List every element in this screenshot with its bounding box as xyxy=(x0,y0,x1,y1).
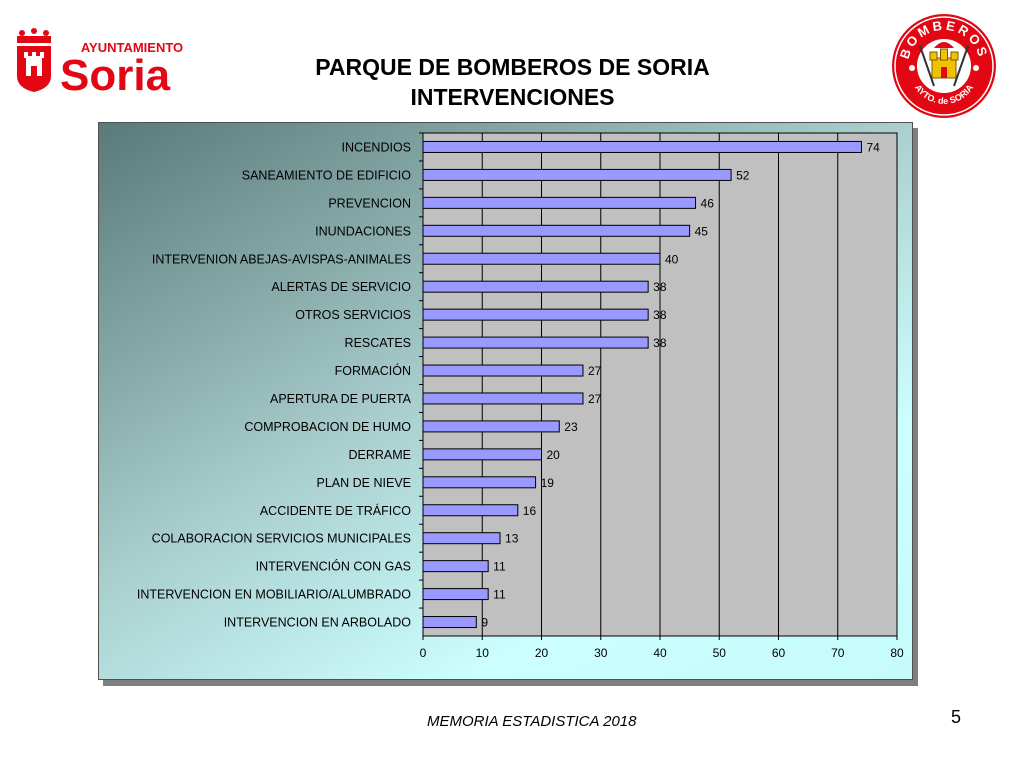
bar xyxy=(422,588,489,601)
title-line-1: PARQUE DE BOMBEROS DE SORIA xyxy=(315,54,710,80)
category-label: ALERTAS DE SERVICIO xyxy=(271,280,411,294)
data-label: 40 xyxy=(665,252,679,266)
data-label: 19 xyxy=(541,476,555,490)
data-label: 27 xyxy=(588,364,602,378)
data-label: 11 xyxy=(493,560,506,574)
category-label: INTERVENCION EN MOBILIARIO/ALUMBRADO xyxy=(137,588,411,602)
category-label: FORMACIÓN xyxy=(335,363,411,378)
crossed-axes-icon xyxy=(919,45,969,87)
title-line-2: INTERVENCIONES xyxy=(410,84,615,110)
data-label: 27 xyxy=(588,392,602,406)
castle-icon xyxy=(929,48,959,79)
category-label: OTROS SERVICIOS xyxy=(295,308,411,322)
category-label: APERTURA DE PUERTA xyxy=(270,392,412,406)
star-icon xyxy=(909,65,915,71)
category-label: DERRAME xyxy=(348,448,411,462)
data-label: 11 xyxy=(493,588,506,602)
helmet-icon xyxy=(934,42,954,48)
bar xyxy=(422,504,519,517)
logo-small-text: AYUNTAMIENTO xyxy=(81,40,183,55)
data-label: 38 xyxy=(653,308,667,322)
footer-text: MEMORIA ESTADISTICA 2018 xyxy=(427,713,637,730)
bar xyxy=(422,532,501,545)
category-label: INTERVENCIÓN CON GAS xyxy=(256,559,411,574)
x-tick-label: 60 xyxy=(772,646,786,660)
data-label: 9 xyxy=(481,616,488,630)
bar xyxy=(422,336,649,349)
category-label: ACCIDENTE DE TRÁFICO xyxy=(260,503,411,518)
category-label: RESCATES xyxy=(345,336,411,350)
x-tick-label: 50 xyxy=(713,646,727,660)
category-label: PLAN DE NIEVE xyxy=(317,476,411,490)
bar xyxy=(422,252,661,265)
bar xyxy=(422,280,649,293)
x-tick-label: 10 xyxy=(476,646,490,660)
category-label: INTERVENCION EN ARBOLADO xyxy=(224,616,412,630)
bar xyxy=(422,560,489,573)
x-tick-label: 20 xyxy=(535,646,549,660)
x-tick-label: 40 xyxy=(653,646,667,660)
category-label: PREVENCION xyxy=(328,196,411,210)
data-label: 74 xyxy=(866,140,880,154)
plot-frame xyxy=(422,132,898,637)
bar xyxy=(422,168,732,181)
data-label: 52 xyxy=(736,168,750,182)
bar xyxy=(422,420,560,433)
category-label: INCENDIOS xyxy=(342,140,411,154)
category-label: COMPROBACION DE HUMO xyxy=(244,420,411,434)
category-label: COLABORACION SERVICIOS MUNICIPALES xyxy=(152,532,411,546)
data-label: 13 xyxy=(505,532,519,546)
bar xyxy=(422,196,697,209)
page-number: 5 xyxy=(951,707,962,727)
x-tick-label: 70 xyxy=(831,646,845,660)
data-label: 16 xyxy=(523,504,537,518)
logo-big-text: Soria xyxy=(60,51,171,94)
data-label: 38 xyxy=(653,336,667,350)
bar xyxy=(422,364,584,377)
star-icon xyxy=(973,65,979,71)
data-label: 46 xyxy=(701,196,715,210)
bar xyxy=(422,448,542,461)
x-tick-label: 30 xyxy=(594,646,608,660)
crown-icon xyxy=(17,28,51,43)
coat-of-arms-icon xyxy=(17,46,51,92)
bomberos-badge-logo: BOMBEROS AYTO. de SORIA xyxy=(890,12,998,120)
bar xyxy=(422,616,477,629)
data-label: 23 xyxy=(564,420,578,434)
bar-chart: 0 10 20 30 40 50 60 70 80 INCENDIOS 74 SANEAMIENTO … xyxy=(137,132,904,660)
chart-panel: 0 10 20 30 40 50 60 70 80 INCENDIOS 74 SANEAMIENTO … xyxy=(98,122,913,680)
x-tick-label: 0 xyxy=(420,646,427,660)
data-label: 45 xyxy=(695,224,709,238)
bar xyxy=(422,476,537,489)
category-label: SANEAMIENTO DE EDIFICIO xyxy=(242,168,412,182)
category-label: INUNDACIONES xyxy=(315,224,411,238)
ayuntamiento-soria-logo: AYUNTAMIENTO Soria xyxy=(14,28,204,100)
page-title: PARQUE DE BOMBEROS DE SORIA INTERVENCION… xyxy=(240,52,785,112)
bar xyxy=(422,308,649,321)
data-label: 20 xyxy=(547,448,561,462)
data-label: 38 xyxy=(653,280,667,294)
category-label: INTERVENION ABEJAS-AVISPAS-ANIMALES xyxy=(152,252,411,266)
x-tick-label: 80 xyxy=(890,646,904,660)
bar xyxy=(422,224,691,237)
bar xyxy=(422,140,862,153)
bar xyxy=(422,392,584,405)
